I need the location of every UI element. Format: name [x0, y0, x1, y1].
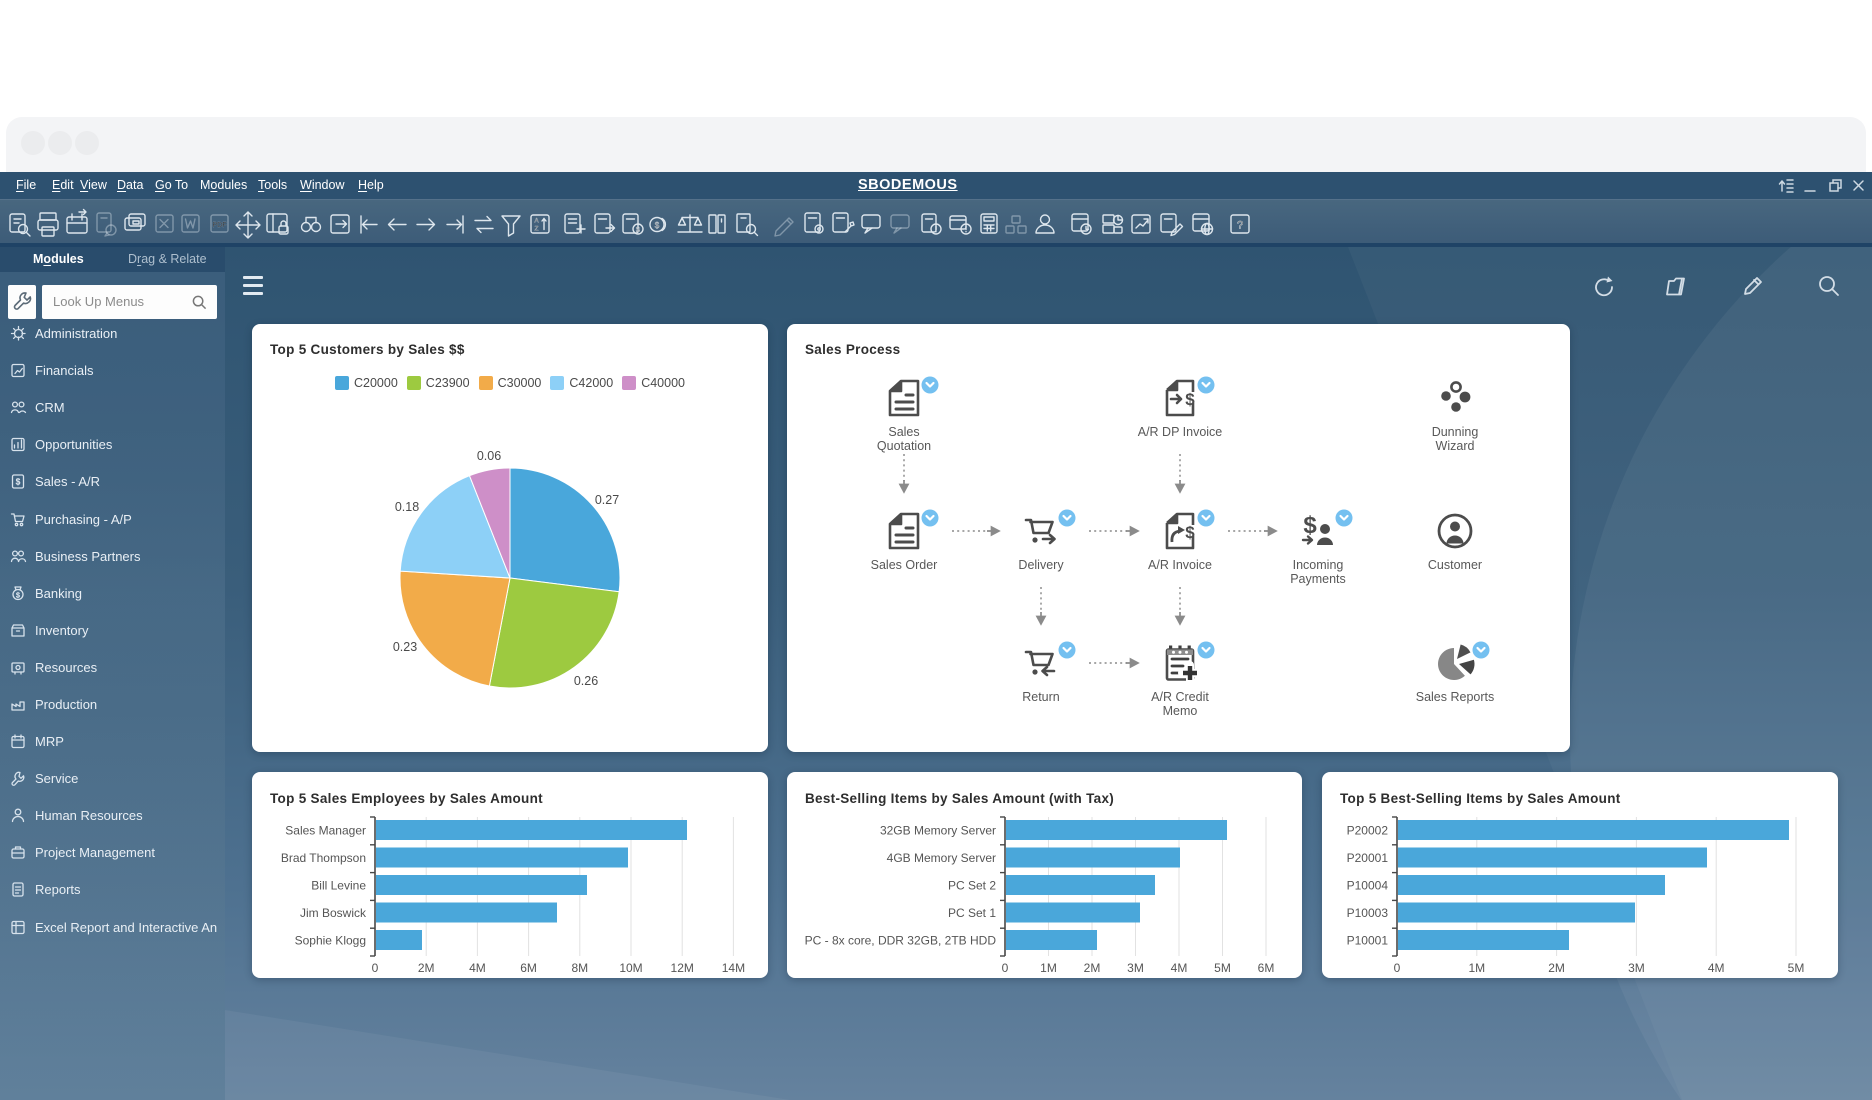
svg-text:P10004: P10004 [1347, 879, 1389, 893]
svg-text:32GB Memory Server: 32GB Memory Server [880, 824, 996, 838]
svg-text:A: A [534, 218, 539, 225]
svg-text:0.27: 0.27 [595, 493, 619, 507]
svg-text:0.26: 0.26 [574, 674, 598, 688]
svg-text:2M: 2M [1084, 961, 1101, 975]
svg-text:8M: 8M [571, 961, 588, 975]
svg-text:PDF: PDF [213, 222, 227, 229]
svg-text:PC - 8x core, DDR 32GB, 2TB HD: PC - 8x core, DDR 32GB, 2TB HDD [805, 934, 997, 948]
svg-text:4M: 4M [1708, 961, 1725, 975]
svg-text:PC Set 1: PC Set 1 [948, 906, 996, 920]
svg-text:$: $ [1185, 523, 1195, 542]
svg-text:Brad Thompson: Brad Thompson [281, 851, 366, 865]
svg-text:5M: 5M [1788, 961, 1805, 975]
svg-text:10M: 10M [619, 961, 642, 975]
svg-text:0.18: 0.18 [395, 500, 419, 514]
svg-text:0: 0 [372, 961, 379, 975]
svg-text:Payments: Payments [1290, 572, 1346, 586]
svg-text:Sales: Sales [888, 425, 919, 439]
svg-text:$: $ [1303, 512, 1317, 539]
svg-text:0: 0 [1002, 961, 1009, 975]
svg-text:P20001: P20001 [1347, 851, 1389, 865]
svg-text:?: ? [1237, 220, 1243, 232]
svg-text:A/R Invoice: A/R Invoice [1148, 558, 1212, 572]
svg-text:0.06: 0.06 [477, 449, 501, 463]
svg-text:$: $ [655, 221, 660, 230]
svg-text:Memo: Memo [1163, 704, 1198, 718]
svg-text:Sales Manager: Sales Manager [285, 824, 366, 838]
svg-text:12M: 12M [671, 961, 694, 975]
svg-text:Z: Z [535, 226, 539, 233]
svg-text:4GB Memory Server: 4GB Memory Server [887, 851, 996, 865]
svg-text:4M: 4M [1171, 961, 1188, 975]
svg-text:2M: 2M [418, 961, 435, 975]
svg-text:Sophie Klogg: Sophie Klogg [295, 934, 366, 948]
svg-text:Jim Boswick: Jim Boswick [300, 906, 367, 920]
svg-text:A/R Credit: A/R Credit [1151, 690, 1209, 704]
svg-text:Bill Levine: Bill Levine [311, 879, 366, 893]
svg-text:Wizard: Wizard [1436, 439, 1475, 453]
svg-text:PC Set 2: PC Set 2 [948, 879, 996, 893]
svg-text:6M: 6M [520, 961, 537, 975]
svg-text:Dunning: Dunning [1432, 425, 1479, 439]
svg-text:Return: Return [1022, 690, 1060, 704]
svg-text:Incoming: Incoming [1293, 558, 1344, 572]
svg-text:0: 0 [1394, 961, 1401, 975]
svg-text:4M: 4M [469, 961, 486, 975]
svg-text:P20002: P20002 [1347, 824, 1389, 838]
svg-text:3M: 3M [1628, 961, 1645, 975]
svg-text:Sales Order: Sales Order [871, 558, 938, 572]
svg-text:1M: 1M [1468, 961, 1485, 975]
svg-text:0.23: 0.23 [393, 640, 417, 654]
svg-text:$: $ [1185, 390, 1195, 409]
svg-text:Customer: Customer [1428, 558, 1482, 572]
svg-text:Sales Reports: Sales Reports [1416, 690, 1495, 704]
svg-text:A/R DP Invoice: A/R DP Invoice [1138, 425, 1223, 439]
svg-text:3M: 3M [1127, 961, 1144, 975]
svg-text:P10003: P10003 [1347, 906, 1389, 920]
svg-text:$: $ [636, 227, 640, 234]
svg-text:Quotation: Quotation [877, 439, 931, 453]
svg-text:$: $ [16, 477, 21, 486]
svg-text:2M: 2M [1548, 961, 1565, 975]
svg-text:$: $ [16, 592, 20, 599]
svg-text:5M: 5M [1214, 961, 1231, 975]
svg-text:1M: 1M [1040, 961, 1057, 975]
svg-text:Delivery: Delivery [1018, 558, 1064, 572]
svg-text:14M: 14M [722, 961, 745, 975]
svg-text:P10001: P10001 [1347, 934, 1389, 948]
svg-text:6M: 6M [1258, 961, 1275, 975]
